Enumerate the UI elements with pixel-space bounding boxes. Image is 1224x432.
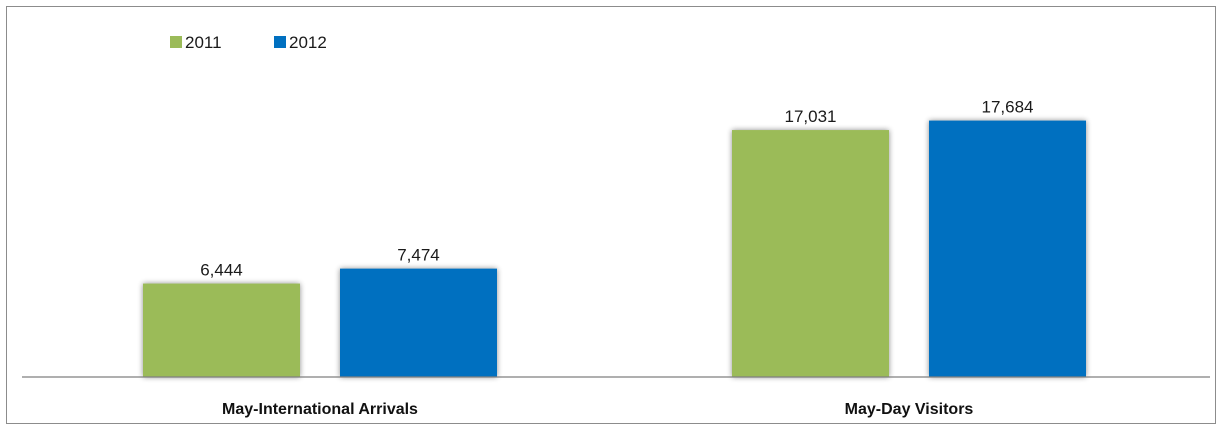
bar-2011-1 <box>143 283 300 377</box>
category-labels-group: May-International Arrivals May-Day Visito… <box>222 401 973 418</box>
data-label-2011-1: 6,444 <box>200 261 243 280</box>
legend-swatch-2012 <box>274 36 286 48</box>
category-label-2: May-Day Visitors <box>845 401 974 418</box>
legend-entry-2012: 2012 <box>289 33 327 52</box>
bar-2012-2 <box>929 120 1086 377</box>
bar-2011-2 <box>732 130 889 377</box>
data-label-2012-1: 7,474 <box>397 246 440 265</box>
legend: 2011 2012 <box>170 33 327 52</box>
data-label-2011-2: 17,031 <box>785 107 837 126</box>
legend-entry-2011: 2011 <box>185 33 222 52</box>
data-labels-group: 6,444 7,474 17,031 17,684 <box>200 98 1033 280</box>
category-label-1: May-International Arrivals <box>222 401 418 418</box>
legend-swatch-2011 <box>170 36 182 48</box>
bars-group <box>143 120 1086 377</box>
data-label-2012-2: 17,684 <box>982 98 1034 117</box>
bar-2012-1 <box>340 268 497 377</box>
